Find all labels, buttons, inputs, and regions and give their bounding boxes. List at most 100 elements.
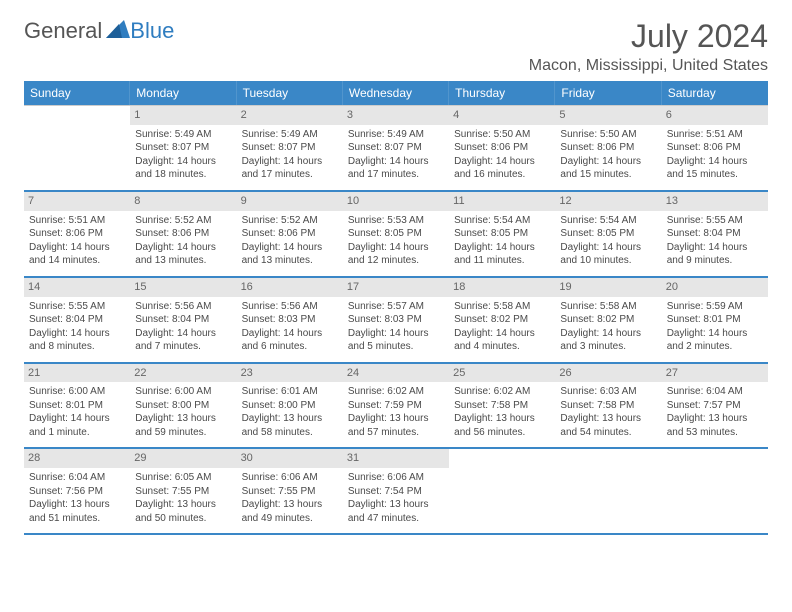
sunset-text: Sunset: 7:58 PM [454, 399, 550, 413]
daylight-line1: Daylight: 14 hours [454, 327, 550, 341]
daylight-line2: and 15 minutes. [560, 168, 656, 182]
sunset-text: Sunset: 8:04 PM [135, 313, 231, 327]
daylight-line2: and 56 minutes. [454, 426, 550, 440]
daylight-line1: Daylight: 13 hours [454, 412, 550, 426]
daylight-line2: and 53 minutes. [667, 426, 763, 440]
daylight-line2: and 49 minutes. [242, 512, 338, 526]
day-number: 13 [662, 192, 768, 211]
day-number: 9 [237, 192, 343, 211]
daylight-line2: and 59 minutes. [135, 426, 231, 440]
day-number: 2 [237, 106, 343, 125]
sunrise-text: Sunrise: 5:50 AM [560, 128, 656, 142]
daylight-line1: Daylight: 14 hours [29, 327, 125, 341]
calendar-day: 17Sunrise: 5:57 AMSunset: 8:03 PMDayligh… [343, 278, 449, 362]
sunrise-text: Sunrise: 5:58 AM [560, 300, 656, 314]
daylight-line2: and 47 minutes. [348, 512, 444, 526]
day-number: 28 [24, 449, 130, 468]
sunrise-text: Sunrise: 5:49 AM [242, 128, 338, 142]
sunrise-text: Sunrise: 5:52 AM [242, 214, 338, 228]
day-number: 7 [24, 192, 130, 211]
day-number: 8 [130, 192, 236, 211]
calendar-week: 7Sunrise: 5:51 AMSunset: 8:06 PMDaylight… [24, 192, 768, 278]
daylight-line1: Daylight: 13 hours [242, 498, 338, 512]
daylight-line1: Daylight: 14 hours [560, 155, 656, 169]
daylight-line2: and 5 minutes. [348, 340, 444, 354]
sunrise-text: Sunrise: 6:01 AM [242, 385, 338, 399]
day-number: 29 [130, 449, 236, 468]
calendar-day: 10Sunrise: 5:53 AMSunset: 8:05 PMDayligh… [343, 192, 449, 276]
calendar-week: 28Sunrise: 6:04 AMSunset: 7:56 PMDayligh… [24, 449, 768, 535]
calendar-day [662, 449, 768, 533]
month-title: July 2024 [529, 18, 768, 55]
day-number: 14 [24, 278, 130, 297]
daylight-line2: and 16 minutes. [454, 168, 550, 182]
sunset-text: Sunset: 8:04 PM [29, 313, 125, 327]
brand-logo: General Blue [24, 18, 174, 44]
page-header: General Blue July 2024 Macon, Mississipp… [24, 18, 768, 75]
sunset-text: Sunset: 8:06 PM [29, 227, 125, 241]
sunrise-text: Sunrise: 5:55 AM [667, 214, 763, 228]
weekday-header: Monday [130, 81, 236, 105]
sunset-text: Sunset: 7:58 PM [560, 399, 656, 413]
sunset-text: Sunset: 8:06 PM [454, 141, 550, 155]
sunrise-text: Sunrise: 5:52 AM [135, 214, 231, 228]
daylight-line1: Daylight: 13 hours [135, 498, 231, 512]
weekday-header: Friday [555, 81, 661, 105]
calendar-day: 29Sunrise: 6:05 AMSunset: 7:55 PMDayligh… [130, 449, 236, 533]
daylight-line1: Daylight: 14 hours [667, 155, 763, 169]
daylight-line1: Daylight: 14 hours [454, 241, 550, 255]
daylight-line1: Daylight: 13 hours [667, 412, 763, 426]
daylight-line2: and 6 minutes. [242, 340, 338, 354]
day-number: 6 [662, 106, 768, 125]
sunset-text: Sunset: 8:02 PM [454, 313, 550, 327]
daylight-line2: and 51 minutes. [29, 512, 125, 526]
location-text: Macon, Mississippi, United States [529, 57, 768, 75]
day-number: 27 [662, 364, 768, 383]
sunset-text: Sunset: 8:05 PM [348, 227, 444, 241]
day-number: 20 [662, 278, 768, 297]
sunrise-text: Sunrise: 5:51 AM [29, 214, 125, 228]
brand-part1: General [24, 18, 102, 44]
calendar-day: 24Sunrise: 6:02 AMSunset: 7:59 PMDayligh… [343, 364, 449, 448]
daylight-line2: and 15 minutes. [667, 168, 763, 182]
sunrise-text: Sunrise: 6:05 AM [135, 471, 231, 485]
daylight-line2: and 8 minutes. [29, 340, 125, 354]
daylight-line1: Daylight: 14 hours [348, 327, 444, 341]
sunset-text: Sunset: 8:03 PM [348, 313, 444, 327]
sunrise-text: Sunrise: 5:49 AM [135, 128, 231, 142]
brand-part2: Blue [130, 18, 174, 44]
calendar-day: 25Sunrise: 6:02 AMSunset: 7:58 PMDayligh… [449, 364, 555, 448]
sunset-text: Sunset: 8:07 PM [348, 141, 444, 155]
calendar-day: 26Sunrise: 6:03 AMSunset: 7:58 PMDayligh… [555, 364, 661, 448]
sunset-text: Sunset: 8:01 PM [667, 313, 763, 327]
daylight-line1: Daylight: 13 hours [348, 412, 444, 426]
daylight-line1: Daylight: 14 hours [242, 327, 338, 341]
calendar-day [555, 449, 661, 533]
brand-triangle-icon [106, 18, 130, 44]
sunset-text: Sunset: 8:05 PM [454, 227, 550, 241]
sunset-text: Sunset: 8:06 PM [242, 227, 338, 241]
daylight-line1: Daylight: 14 hours [135, 155, 231, 169]
daylight-line1: Daylight: 14 hours [560, 327, 656, 341]
daylight-line2: and 17 minutes. [348, 168, 444, 182]
daylight-line2: and 2 minutes. [667, 340, 763, 354]
daylight-line2: and 3 minutes. [560, 340, 656, 354]
day-number: 22 [130, 364, 236, 383]
day-number: 30 [237, 449, 343, 468]
day-number: 4 [449, 106, 555, 125]
day-number: 11 [449, 192, 555, 211]
calendar-day: 7Sunrise: 5:51 AMSunset: 8:06 PMDaylight… [24, 192, 130, 276]
sunrise-text: Sunrise: 6:02 AM [454, 385, 550, 399]
daylight-line1: Daylight: 14 hours [29, 412, 125, 426]
calendar-day: 13Sunrise: 5:55 AMSunset: 8:04 PMDayligh… [662, 192, 768, 276]
day-number: 15 [130, 278, 236, 297]
daylight-line2: and 50 minutes. [135, 512, 231, 526]
sunrise-text: Sunrise: 5:56 AM [135, 300, 231, 314]
daylight-line1: Daylight: 14 hours [667, 241, 763, 255]
calendar-day: 12Sunrise: 5:54 AMSunset: 8:05 PMDayligh… [555, 192, 661, 276]
calendar-day: 22Sunrise: 6:00 AMSunset: 8:00 PMDayligh… [130, 364, 236, 448]
calendar-day: 3Sunrise: 5:49 AMSunset: 8:07 PMDaylight… [343, 106, 449, 190]
calendar-day: 5Sunrise: 5:50 AMSunset: 8:06 PMDaylight… [555, 106, 661, 190]
sunset-text: Sunset: 7:56 PM [29, 485, 125, 499]
calendar-day: 28Sunrise: 6:04 AMSunset: 7:56 PMDayligh… [24, 449, 130, 533]
